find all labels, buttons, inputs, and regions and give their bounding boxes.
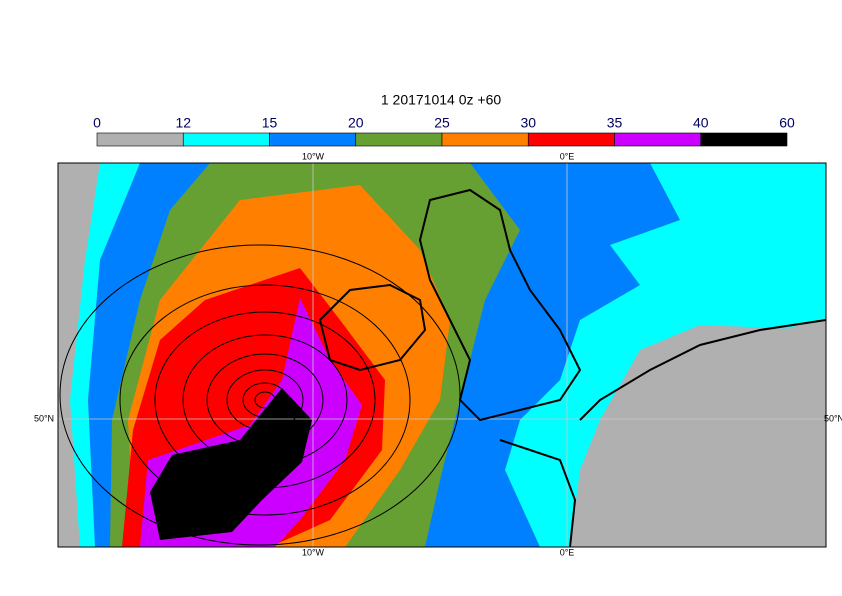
land: [578, 318, 826, 547]
colorbar-label: 25: [434, 115, 450, 131]
lon-label: 10°W: [302, 547, 325, 557]
field-region: [150, 388, 312, 540]
colorbar: 0 12 15 20 25 30 35 40 60: [93, 115, 795, 147]
colorbar-segment: [614, 132, 702, 147]
colorbar-segment: [527, 132, 615, 147]
map-title: 1 20171014 0z +60: [381, 92, 501, 108]
lon-label: 0°E: [560, 151, 575, 161]
colorbar-label: 0: [93, 115, 101, 131]
lon-label: 0°E: [560, 547, 575, 557]
colorbar-segment: [96, 132, 184, 147]
colorbar-segment: [700, 132, 788, 147]
colorbar-label: 60: [779, 115, 795, 131]
colorbar-label: 15: [262, 115, 278, 131]
colorbar-segment: [269, 132, 357, 147]
colorbar-label: 40: [693, 115, 709, 131]
colorbar-label: 12: [175, 115, 191, 131]
lat-label: 50°N: [824, 413, 842, 423]
colorbar-segment: [355, 132, 443, 147]
isobars: [59, 244, 461, 546]
colorbar-label: 30: [520, 115, 536, 131]
map-frame: [57, 162, 827, 548]
lon-label: 10°W: [302, 151, 325, 161]
map: [58, 163, 826, 547]
lat-label: 50°N: [34, 413, 54, 423]
colorbar-label: 35: [607, 115, 623, 131]
colorbar-segment: [182, 132, 270, 147]
coastline: [318, 188, 826, 547]
graticule: [58, 163, 826, 547]
colorbar-segment: [441, 132, 529, 147]
colorbar-label: 20: [348, 115, 364, 131]
